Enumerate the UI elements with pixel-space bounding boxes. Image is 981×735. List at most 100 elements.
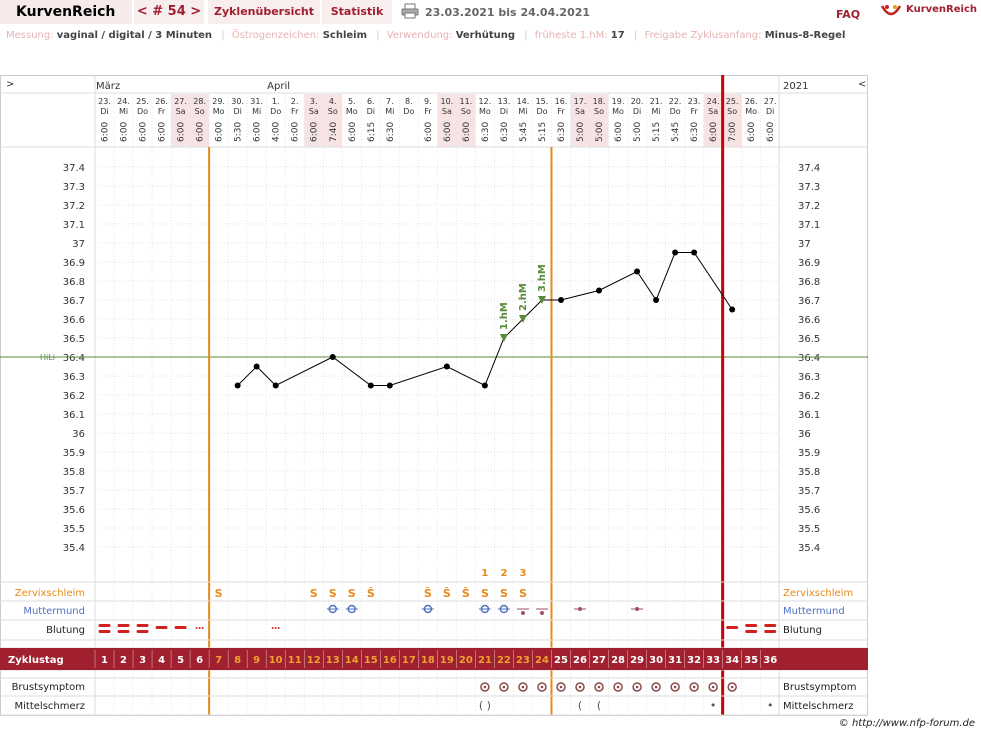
measurement-time: 6:00 — [443, 122, 453, 142]
temperature-point — [329, 354, 336, 360]
day-weekday: Mi — [652, 107, 661, 116]
day-date: 26. — [745, 97, 758, 106]
zervix-mark: Ŝ — [367, 587, 375, 600]
ytick-label-left: 36.5 — [63, 334, 85, 345]
day-date: 13. — [498, 97, 511, 106]
day-date: 31. — [250, 97, 263, 106]
row-label-left: Muttermund — [23, 606, 85, 617]
breast-symptom-icon — [537, 682, 547, 692]
breast-symptom-icon — [613, 682, 623, 692]
measurement-time: 5:15 — [652, 122, 662, 142]
bleeding-heavy — [745, 630, 758, 633]
month-label: April — [267, 81, 290, 92]
kurvenreich-logo-icon[interactable] — [880, 2, 902, 20]
cycle-day-number: 30 — [649, 655, 663, 666]
info-label: Östrogenzeichen: — [231, 30, 320, 41]
zervix-mark: S — [310, 587, 318, 600]
cycle-day-number: 1 — [101, 655, 108, 666]
faq-link[interactable]: FAQ — [836, 8, 861, 21]
measurement-time: 6:30 — [690, 122, 700, 142]
cycle-day-number: 15 — [364, 655, 378, 666]
measurement-time: 4:00 — [272, 122, 282, 142]
hm-label: 3.hM — [537, 264, 548, 292]
weekend-shade — [722, 94, 742, 147]
ytick-label-right: 36.7 — [798, 296, 820, 307]
row-label-left: Blutung — [46, 625, 85, 636]
breast-symptom-icon — [518, 682, 528, 692]
day-weekday: Di — [100, 107, 108, 116]
breast-symptom-icon — [480, 682, 490, 692]
bleeding-heavy — [117, 624, 130, 627]
cycle-navigator[interactable]: < # 54 > — [134, 0, 204, 24]
ytick-label-left: 37.3 — [63, 182, 85, 193]
breast-symptom-dot — [730, 685, 734, 689]
year-label: 2021 — [783, 81, 808, 92]
temperature-point — [691, 249, 698, 256]
day-weekday: Sa — [309, 107, 319, 116]
day-date: 2. — [291, 97, 299, 106]
ytick-label-right: 36.8 — [798, 277, 820, 288]
cycle-day-number: 29 — [630, 655, 644, 666]
measurement-time: 6:00 — [139, 122, 149, 142]
day-weekday: Mo — [213, 107, 225, 116]
measurement-time: 6:00 — [462, 122, 472, 142]
scroll-right-arrow: < — [858, 79, 866, 90]
cycle-day-number: 26 — [573, 655, 587, 666]
measurement-time: 6:30 — [386, 122, 396, 142]
breast-symptom-icon — [727, 682, 737, 692]
tab-statistik[interactable]: Statistik — [322, 0, 392, 24]
row-label-right: Mittelschmerz — [783, 701, 853, 712]
ytick-label-left: 37 — [72, 239, 85, 250]
day-weekday: Di — [367, 107, 375, 116]
bleeding-heavy — [98, 630, 111, 633]
cycle-day-number: 32 — [687, 655, 701, 666]
mittelschmerz-mark: • — [710, 699, 717, 712]
ytick-label-left: 35.8 — [63, 467, 85, 478]
row-label-left: Mittelschmerz — [15, 701, 85, 712]
weekend-shade — [304, 94, 324, 147]
breast-symptom-dot — [559, 685, 563, 689]
breast-symptom-dot — [673, 685, 677, 689]
cycle-day-number: 23 — [516, 655, 530, 666]
day-weekday: Mi — [119, 107, 128, 116]
ytick-label-left: 36 — [72, 429, 85, 440]
day-date: 5. — [348, 97, 356, 106]
hili-label: HiLi — [40, 353, 55, 362]
ytick-label-right: 36.5 — [798, 334, 820, 345]
day-weekday: Sa — [575, 107, 585, 116]
ytick-label-right: 36.9 — [798, 258, 820, 269]
cycle-day-bar — [0, 648, 868, 670]
day-date: 1. — [272, 97, 280, 106]
day-weekday: Do — [536, 107, 547, 116]
day-weekday: Mo — [745, 107, 757, 116]
cycle-day-number: 11 — [288, 655, 302, 666]
day-date: 6. — [367, 97, 375, 106]
day-date: 22. — [669, 97, 682, 106]
measurement-time: 6:00 — [614, 122, 624, 142]
info-value: vaginal / digital / 3 Minuten — [56, 30, 213, 41]
day-weekday: So — [727, 107, 737, 116]
cycle-day-number: 5 — [177, 655, 184, 666]
breast-symptom-icon — [556, 682, 566, 692]
info-label: Verwendung: — [386, 30, 453, 41]
tab-zyklenuebersicht[interactable]: Zyklenübersicht — [208, 0, 320, 24]
ytick-label-left: 36.9 — [63, 258, 85, 269]
bleeding-medium — [174, 626, 187, 629]
printer-icon[interactable] — [401, 3, 419, 19]
cycle-day-number: 18 — [421, 655, 435, 666]
higher-measurement-marker — [537, 296, 546, 304]
hm-label: 1.hM — [499, 302, 510, 330]
ytick-label-right: 36.3 — [798, 372, 820, 383]
day-date: 27. — [174, 97, 187, 106]
brand-title[interactable]: KurvenReich — [0, 0, 132, 24]
day-weekday: Di — [233, 107, 241, 116]
cycle-day-number: 13 — [326, 655, 340, 666]
temperature-point — [234, 382, 241, 389]
logo-text[interactable]: KurvenReich — [906, 4, 978, 15]
day-date: 25. — [726, 97, 739, 106]
muttermund-dot-icon — [520, 611, 525, 615]
breast-symptom-dot — [711, 685, 715, 689]
row-label-right: Brustsymptom — [783, 682, 856, 693]
bleeding-heavy — [117, 630, 130, 633]
day-date: 21. — [650, 97, 663, 106]
